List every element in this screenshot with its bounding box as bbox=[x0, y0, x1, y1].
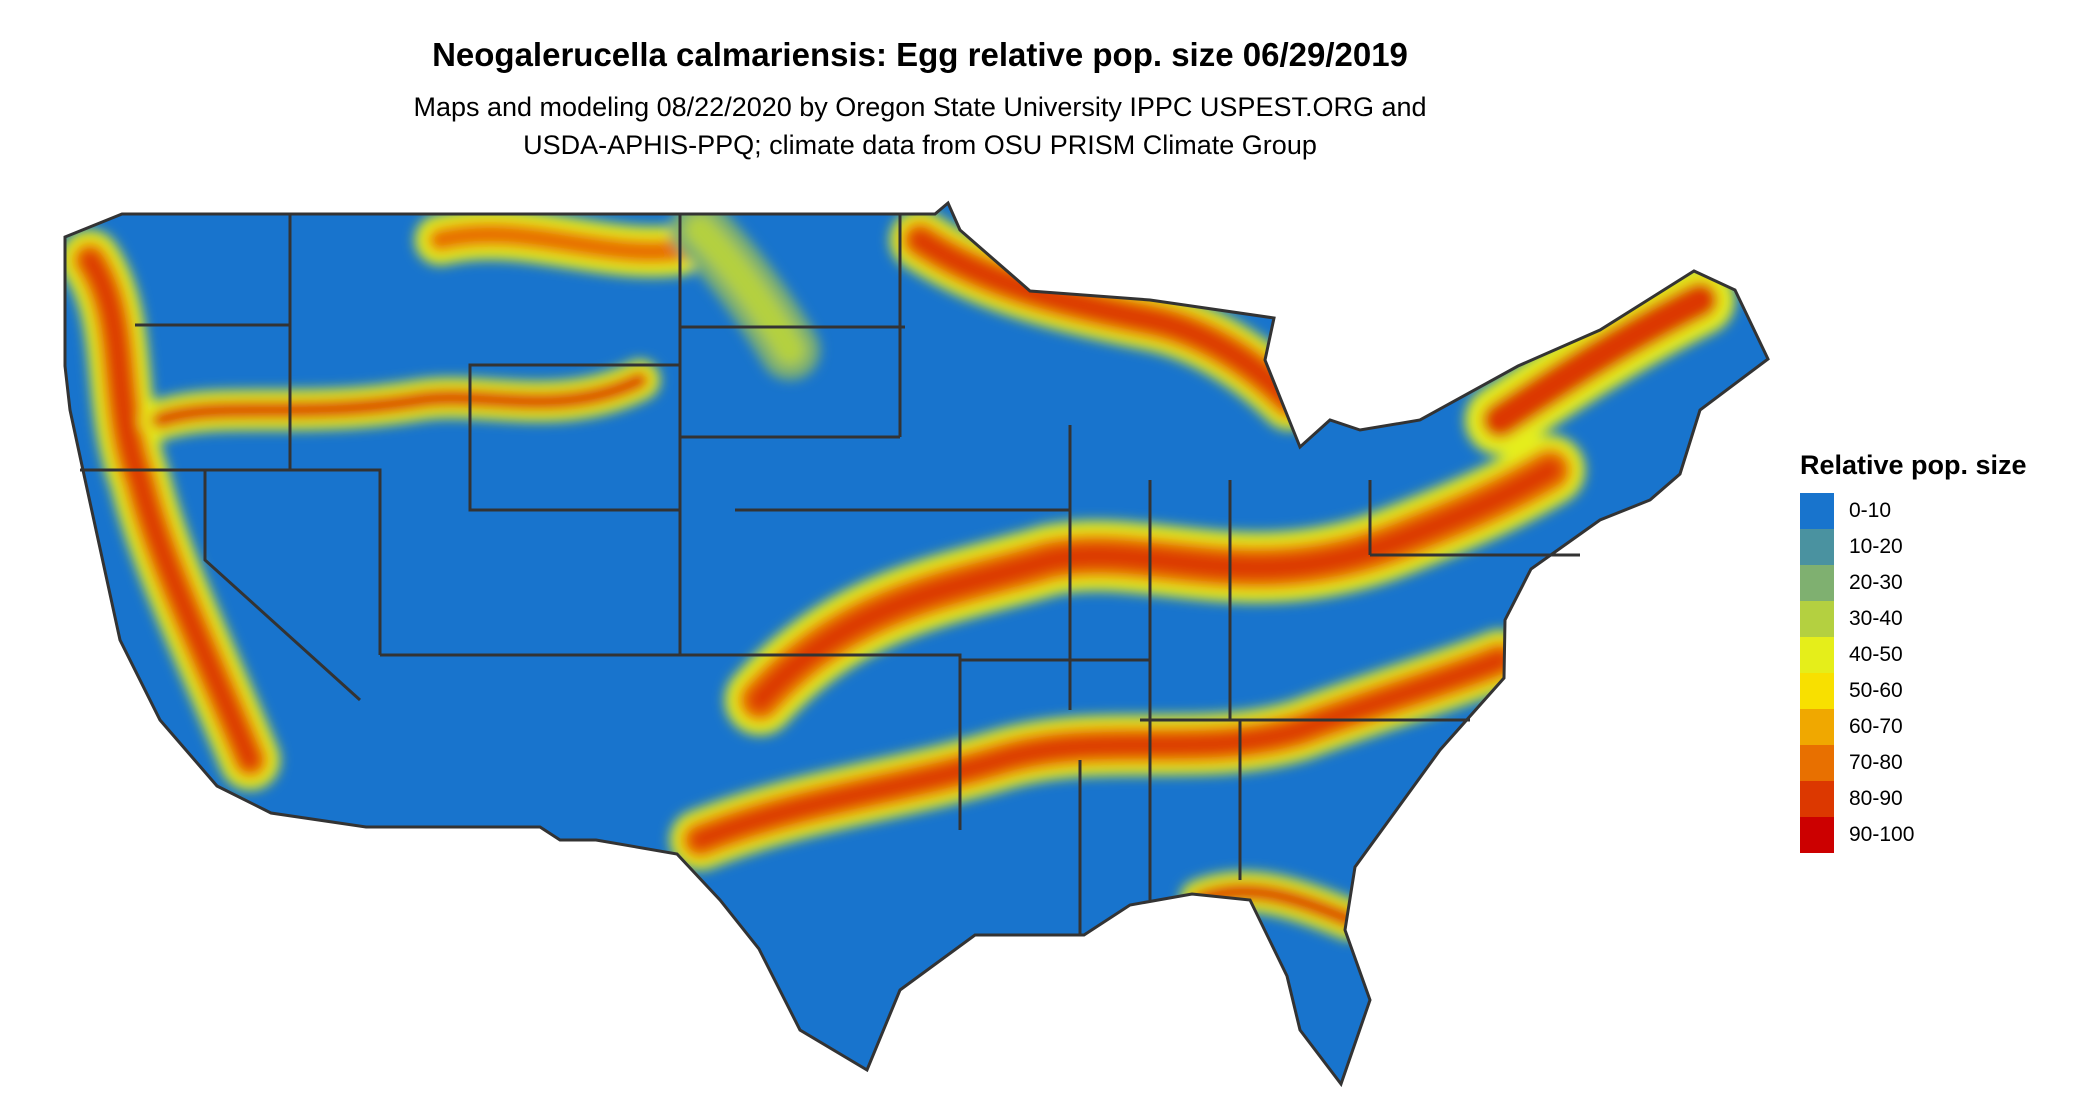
legend-item: 60-70 bbox=[1800, 709, 2027, 745]
legend-swatch bbox=[1800, 601, 1834, 637]
population-band bbox=[910, 230, 1300, 410]
population-band bbox=[81, 251, 259, 769]
chart-title: Neogalerucella calmariensis: Egg relativ… bbox=[432, 36, 1408, 73]
legend-swatch bbox=[1800, 529, 1834, 565]
legend-swatch bbox=[1800, 745, 1834, 781]
population-band bbox=[1482, 282, 1718, 438]
legend-label: 70-80 bbox=[1849, 751, 1903, 774]
population-band bbox=[151, 371, 649, 429]
population-bands bbox=[65, 203, 1735, 940]
legend-label: 20-30 bbox=[1849, 571, 1903, 594]
legend-item: 70-80 bbox=[1800, 745, 2027, 781]
legend-item: 10-20 bbox=[1800, 529, 2027, 565]
legend-swatch bbox=[1800, 709, 1834, 745]
legend-item: 80-90 bbox=[1800, 781, 2027, 817]
legend-swatch bbox=[1800, 637, 1834, 673]
legend-item: 0-10 bbox=[1800, 493, 2027, 529]
chart-subtitle-line-1: Maps and modeling 08/22/2020 by Oregon S… bbox=[413, 92, 1427, 122]
legend-label: 10-20 bbox=[1849, 535, 1903, 558]
population-band bbox=[1191, 882, 1359, 929]
legend-label: 30-40 bbox=[1849, 607, 1903, 630]
legend: Relative pop. size 0-10 10-20 20-30 30-40 40… bbox=[1800, 450, 2027, 853]
legend-label: 50-60 bbox=[1849, 679, 1903, 702]
map-fill bbox=[65, 203, 1768, 1084]
legend-label: 40-50 bbox=[1849, 643, 1903, 666]
legend-item: 50-60 bbox=[1800, 673, 2027, 709]
chart-subtitle-line-2: USDA-APHIS-PPQ; climate data from OSU PR… bbox=[523, 130, 1317, 160]
legend-swatch bbox=[1800, 817, 1834, 853]
legend-item: 20-30 bbox=[1800, 565, 2027, 601]
population-band bbox=[685, 215, 805, 365]
legend-item: 40-50 bbox=[1800, 637, 2027, 673]
legend-label: 60-70 bbox=[1849, 715, 1903, 738]
legend-label: 0-10 bbox=[1849, 499, 1892, 522]
legend-swatch bbox=[1800, 781, 1834, 817]
state-borders bbox=[63, 201, 1770, 1086]
population-band bbox=[691, 651, 1509, 849]
legend-item: 30-40 bbox=[1800, 601, 2027, 637]
legend-swatch bbox=[1800, 673, 1834, 709]
legend-label: 90-100 bbox=[1849, 823, 1915, 846]
legend-swatch bbox=[1800, 493, 1834, 529]
population-band bbox=[749, 459, 1561, 711]
population-band bbox=[428, 222, 692, 264]
legend-label: 80-90 bbox=[1849, 787, 1903, 810]
legend-item: 90-100 bbox=[1800, 817, 2027, 853]
legend-title: Relative pop. size bbox=[1800, 450, 2027, 480]
legend-swatch bbox=[1800, 565, 1834, 601]
